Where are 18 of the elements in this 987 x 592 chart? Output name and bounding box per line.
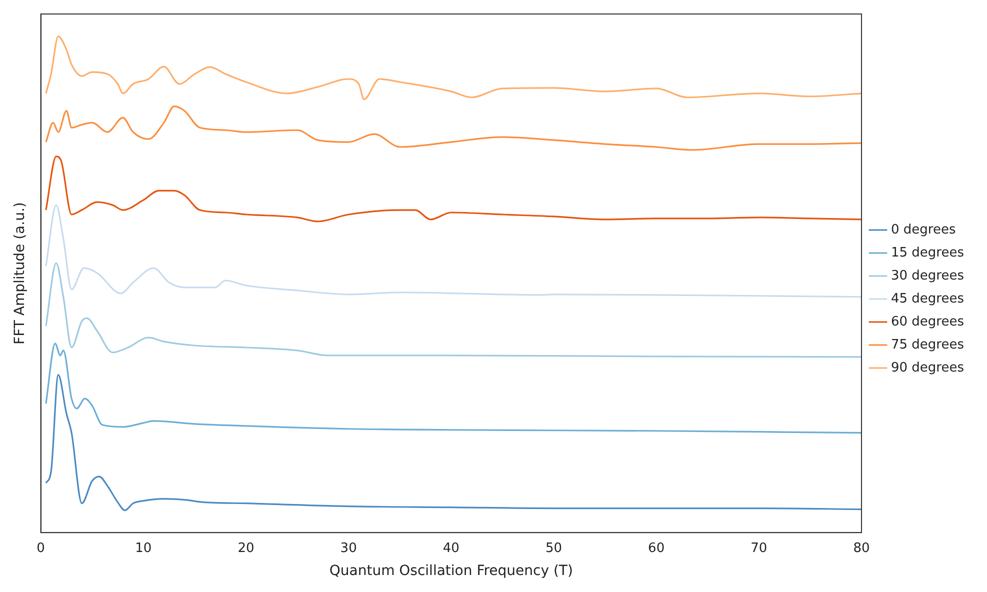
legend-label: 60 degrees bbox=[890, 314, 964, 330]
y-axis-title: FFT Amplitude (a.u.) bbox=[12, 202, 28, 344]
x-tick-label: 40 bbox=[442, 540, 460, 556]
x-tick-label: 80 bbox=[853, 540, 870, 556]
x-tick-label: 50 bbox=[545, 540, 562, 556]
x-tick-label: 20 bbox=[238, 540, 254, 556]
legend-label: 15 degrees bbox=[890, 245, 964, 260]
legend-label: 90 degrees bbox=[890, 360, 964, 376]
x-axis-title: Quantum Oscillation Frequency (T) bbox=[329, 563, 573, 580]
x-tick-label: 0 bbox=[36, 540, 45, 556]
legend-label: 0 degrees bbox=[890, 222, 956, 238]
x-tick-label: 70 bbox=[750, 540, 768, 556]
x-tick-label: 60 bbox=[648, 540, 665, 556]
legend-label: 75 degrees bbox=[890, 337, 964, 352]
x-tick-label: 30 bbox=[340, 540, 357, 556]
legend-label: 45 degrees bbox=[890, 291, 964, 306]
legend-label: 30 degrees bbox=[890, 268, 964, 284]
x-tick-label: 10 bbox=[135, 540, 152, 556]
